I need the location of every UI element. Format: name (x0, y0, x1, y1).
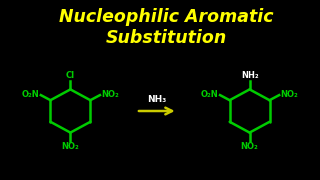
Text: O₂N: O₂N (22, 90, 40, 99)
Text: NO₂: NO₂ (241, 142, 259, 151)
Text: Cl: Cl (66, 71, 75, 80)
Text: NO₂: NO₂ (101, 90, 119, 99)
Text: NH₂: NH₂ (241, 71, 259, 80)
Text: Nucleophilic Aromatic: Nucleophilic Aromatic (59, 8, 274, 26)
Text: O₂N: O₂N (201, 90, 219, 99)
Text: Substitution: Substitution (106, 29, 227, 47)
Text: NO₂: NO₂ (280, 90, 298, 99)
Text: NO₂: NO₂ (61, 142, 79, 151)
Text: NH₃: NH₃ (147, 94, 166, 103)
